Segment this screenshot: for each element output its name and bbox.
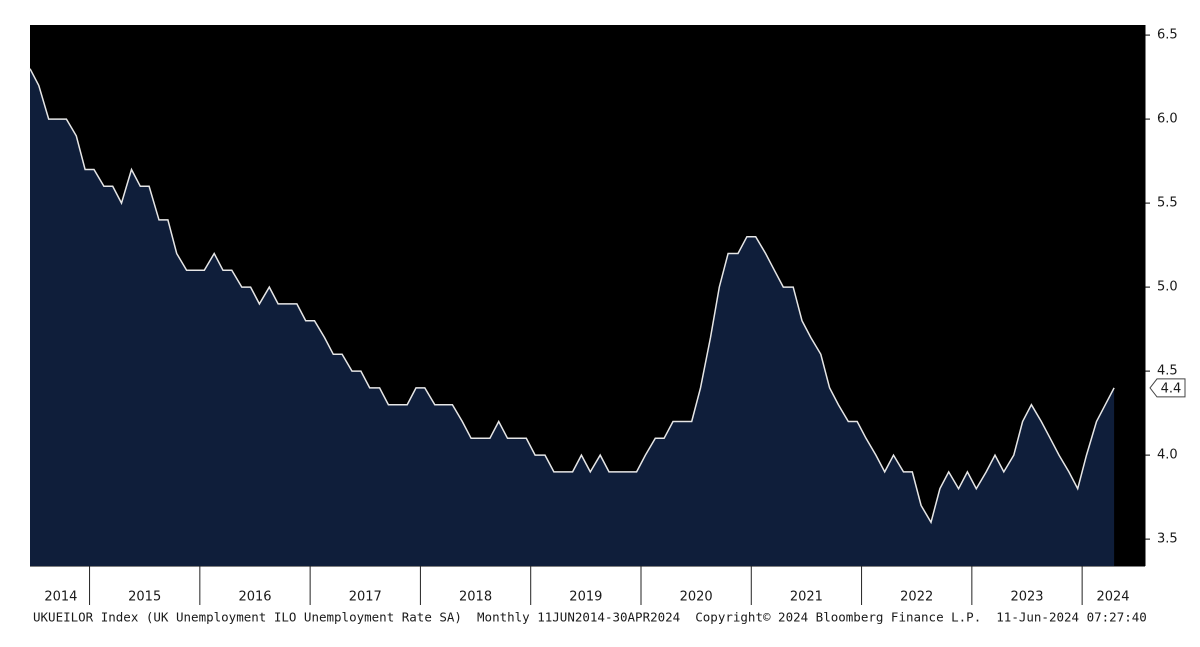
x-tick-label: 2021 xyxy=(790,590,823,605)
x-tick-label: 2016 xyxy=(238,590,271,605)
x-tick-label: 2024 xyxy=(1096,590,1129,605)
y-tick-label: 6.5 xyxy=(1157,28,1178,43)
last-value-label: 4.4 xyxy=(1161,381,1182,396)
y-tick-label: 3.5 xyxy=(1157,532,1178,547)
area-fill xyxy=(30,68,1115,566)
x-tick-label: 2017 xyxy=(349,590,382,605)
y-tick-label: 4.5 xyxy=(1157,364,1178,379)
footnote: UKUEILOR Index (UK Unemployment ILO Unem… xyxy=(33,610,1147,625)
x-tick-label: 2014 xyxy=(44,590,77,605)
y-tick-label: 5.5 xyxy=(1157,196,1178,211)
y-tick-label: 6.0 xyxy=(1157,112,1178,127)
x-tick-label: 2023 xyxy=(1010,590,1043,605)
series-line xyxy=(29,68,1115,525)
x-tick-label: 2019 xyxy=(569,590,602,605)
last-value-badge xyxy=(1149,378,1186,398)
x-tick-label: 2020 xyxy=(680,590,713,605)
x-tick-label: 2022 xyxy=(900,590,933,605)
x-tick-label: 2015 xyxy=(128,590,161,605)
y-tick-label: 5.0 xyxy=(1157,280,1178,295)
x-tick-label: 2018 xyxy=(459,590,492,605)
y-tick-label: 4.0 xyxy=(1157,448,1178,463)
